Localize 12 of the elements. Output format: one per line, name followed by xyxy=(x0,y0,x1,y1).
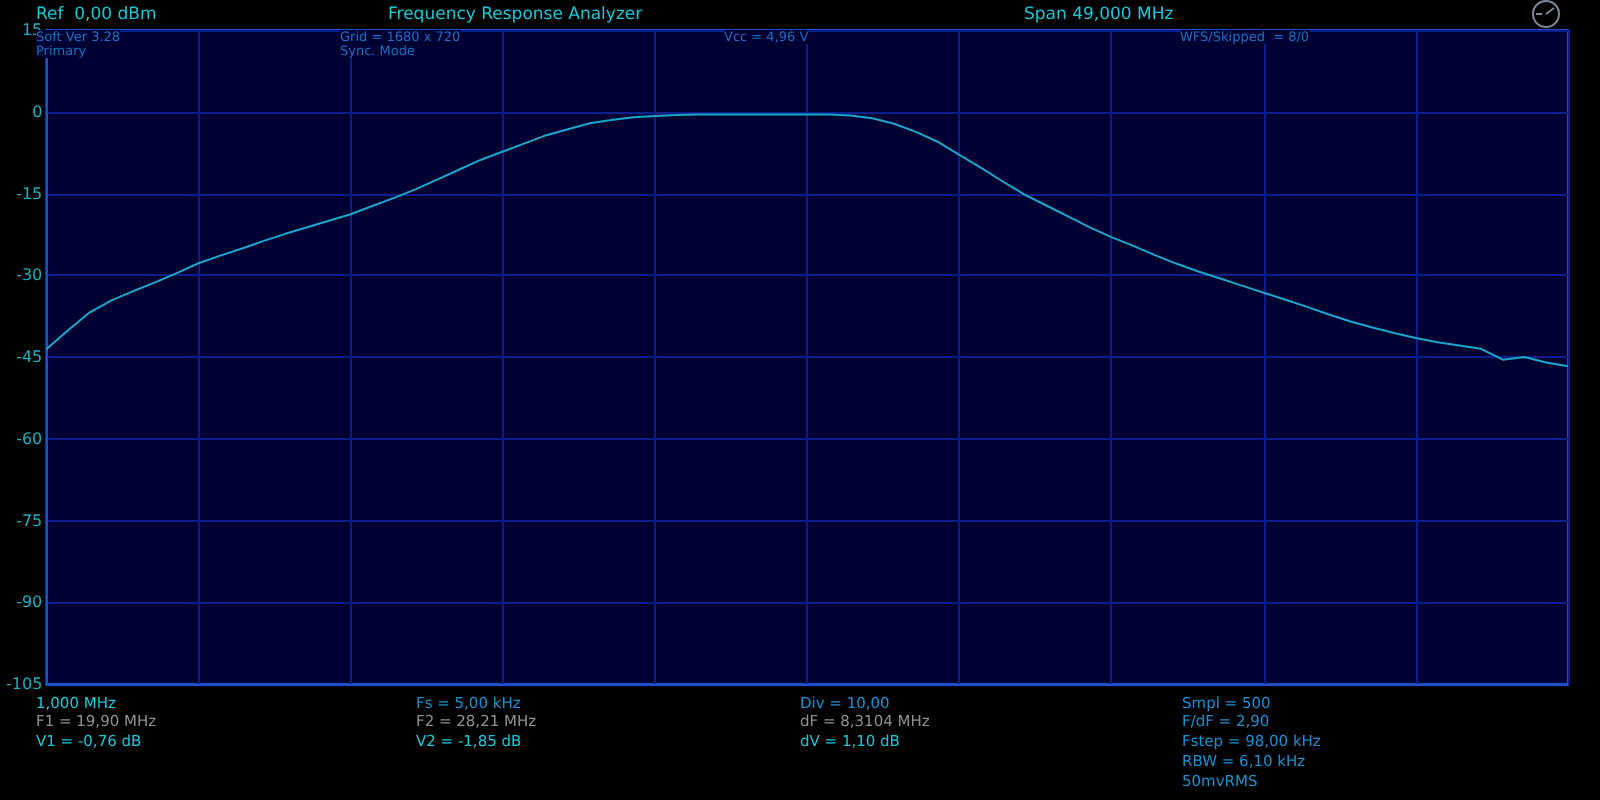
y-tick-label: -45 xyxy=(16,348,43,366)
chart-title: Frequency Response Analyzer xyxy=(388,5,644,25)
y-tick-label: -90 xyxy=(16,593,43,612)
y-tick-label: -15 xyxy=(16,184,43,203)
text: Ref 0,00 dBm xyxy=(36,5,157,25)
y-tick-label: -60 xyxy=(16,429,43,448)
y-tick-label: -75 xyxy=(16,511,43,530)
text: Span 49,000 MHz xyxy=(1024,5,1175,25)
line-series xyxy=(45,113,1569,368)
y-tick-label: -105 xyxy=(6,675,43,693)
y-tick-label: 0 xyxy=(32,102,43,121)
y-tick-label: -30 xyxy=(16,266,43,285)
